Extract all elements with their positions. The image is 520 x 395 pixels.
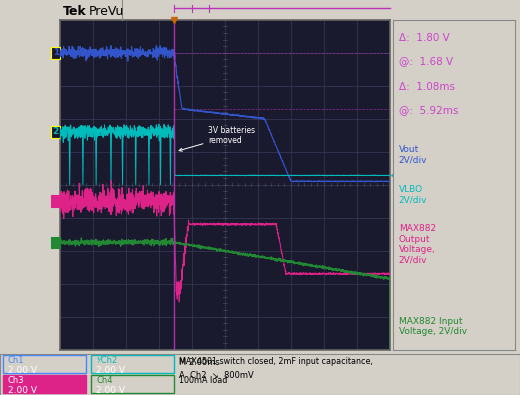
Text: M 2.00ms: M 2.00ms	[179, 358, 220, 367]
Text: MAX882
Output
Voltage,
2V/div: MAX882 Output Voltage, 2V/div	[399, 224, 436, 264]
Bar	[91, 355, 174, 373]
Text: Ch3: Ch3	[8, 376, 24, 385]
Text: VLBO
2V/div: VLBO 2V/div	[399, 185, 427, 204]
Text: 2.00 V: 2.00 V	[96, 386, 125, 395]
Text: 100mA load: 100mA load	[179, 376, 228, 385]
Text: Vout
2V/div: Vout 2V/div	[399, 145, 427, 164]
Text: @:  1.68 V: @: 1.68 V	[399, 56, 453, 66]
Text: MAX4501 switch closed, 2mF input capacitance,: MAX4501 switch closed, 2mF input capacit…	[179, 357, 373, 366]
Text: Δ:  1.80 V: Δ: 1.80 V	[399, 33, 449, 43]
Text: 3V batteries
removed: 3V batteries removed	[179, 126, 255, 151]
Text: 2: 2	[53, 128, 59, 136]
Text: 2.00 V: 2.00 V	[8, 366, 37, 375]
Text: MAX882 Input
Voltage, 2V/div: MAX882 Input Voltage, 2V/div	[399, 317, 467, 336]
Text: 2.00 V: 2.00 V	[96, 366, 125, 375]
Text: Δ:  1.08ms: Δ: 1.08ms	[399, 83, 454, 92]
Text: PreVu: PreVu	[88, 5, 124, 18]
Text: @:  5.92ms: @: 5.92ms	[399, 105, 458, 115]
Bar	[3, 355, 86, 373]
Text: A  Ch2  ↘  800mV: A Ch2 ↘ 800mV	[179, 371, 254, 380]
Text: Ch1: Ch1	[8, 356, 24, 365]
Bar	[91, 375, 174, 393]
Text: Tek: Tek	[62, 5, 86, 18]
Text: ¹⁄Ch2: ¹⁄Ch2	[96, 356, 118, 365]
Text: 4: 4	[53, 238, 59, 247]
Bar	[3, 375, 86, 393]
Text: 1: 1	[53, 48, 59, 57]
Text: 2.00 V: 2.00 V	[8, 386, 37, 395]
Text: Ch4: Ch4	[96, 376, 113, 385]
Text: 3: 3	[53, 197, 59, 206]
